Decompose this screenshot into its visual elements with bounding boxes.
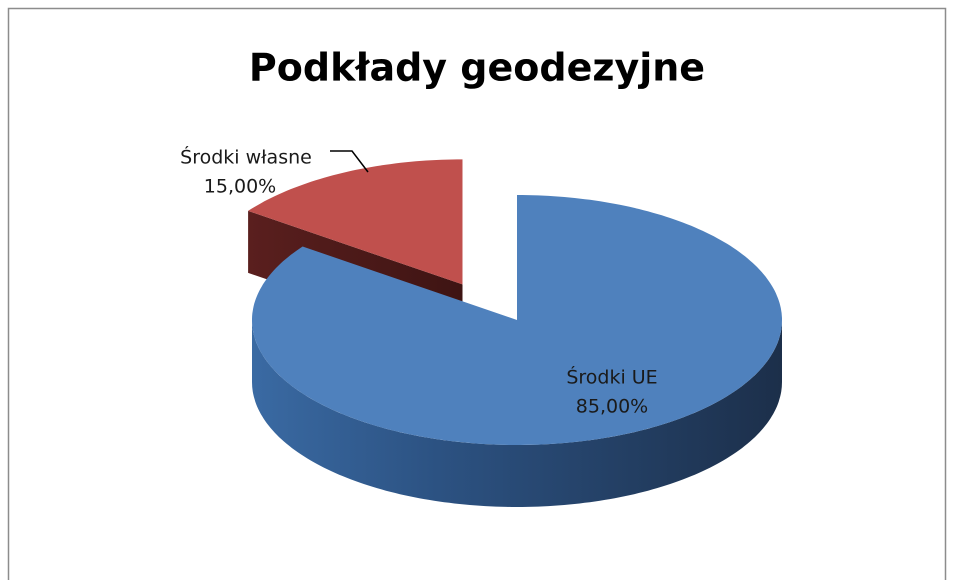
leader-line [330, 150, 369, 173]
slice [252, 195, 782, 445]
chart-title: Podkłady geodezyjne [249, 46, 705, 90]
data-label: 15,00% [204, 176, 276, 198]
data-label: 85,00% [576, 396, 648, 418]
data-label-name: Środki UE [566, 365, 657, 389]
data-label-name: Środki własne [180, 145, 312, 169]
slice [248, 159, 463, 285]
slice-side [252, 320, 782, 507]
